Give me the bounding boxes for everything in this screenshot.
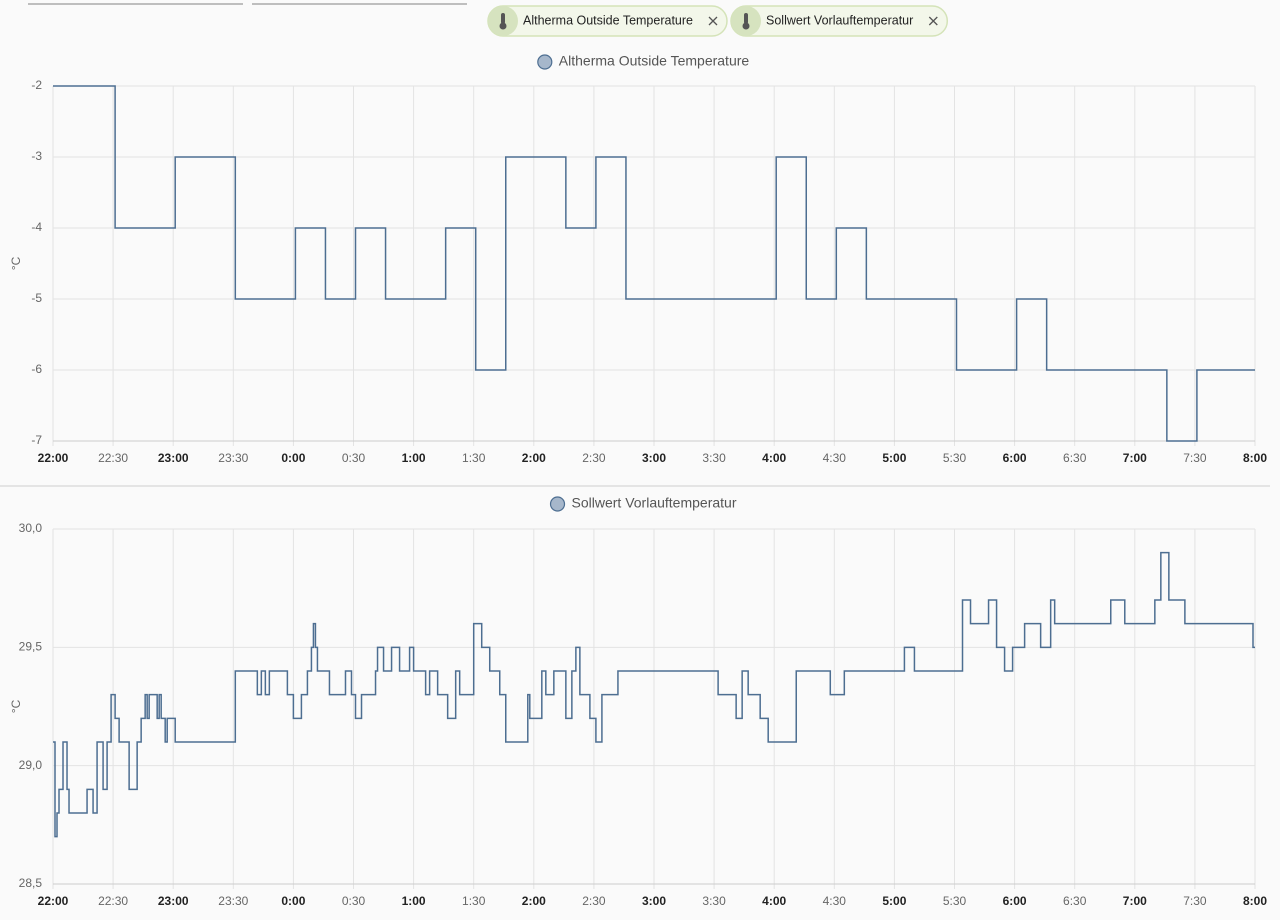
filter-chip[interactable]: Sollwert Vorlauftemperatur — [730, 5, 949, 37]
x-tick-label: 4:00 — [762, 894, 786, 908]
x-tick-label: 7:30 — [1183, 894, 1207, 908]
y-tick-label: -2 — [31, 78, 42, 92]
x-tick-label: 2:00 — [522, 894, 546, 908]
x-tick-label: 3:30 — [702, 894, 726, 908]
x-tick-label: 22:00 — [38, 894, 69, 908]
y-axis-label: °C — [9, 699, 23, 713]
chip-icon — [744, 13, 748, 24]
x-tick-label: 1:00 — [402, 894, 426, 908]
x-tick-label: 23:00 — [158, 451, 189, 465]
x-tick-label: 0:00 — [281, 894, 305, 908]
chip-icon — [742, 22, 750, 30]
y-axis-label: °C — [9, 256, 23, 270]
x-tick-label: 22:30 — [98, 451, 128, 465]
legend-marker[interactable] — [537, 54, 553, 70]
y-tick-label: -7 — [31, 433, 42, 447]
filter-chip[interactable]: Altherma Outside Temperature — [487, 5, 728, 37]
y-tick-label: -4 — [31, 220, 42, 234]
x-tick-label: 7:00 — [1123, 451, 1147, 465]
x-tick-label: 5:00 — [882, 451, 906, 465]
y-tick-label: -3 — [31, 149, 42, 163]
legend-marker[interactable] — [549, 496, 566, 512]
x-tick-label: 23:30 — [218, 451, 248, 465]
y-tick-label: -6 — [31, 362, 42, 376]
chip-remove[interactable] — [928, 16, 938, 26]
y-tick-label: 29,0 — [19, 758, 43, 772]
x-tick-label: 2:30 — [582, 451, 606, 465]
chip-label: Altherma Outside Temperature — [523, 13, 693, 27]
x-tick-label: 5:30 — [943, 451, 967, 465]
x-tick-label: 23:30 — [218, 894, 248, 908]
x-tick-label: 5:00 — [882, 894, 906, 908]
series-line — [53, 551, 1255, 838]
x-tick-label: 7:30 — [1183, 451, 1207, 465]
x-tick-label: 3:00 — [642, 894, 666, 908]
x-tick-label: 22:30 — [98, 894, 128, 908]
x-tick-label: 5:30 — [943, 894, 967, 908]
chip-icon — [501, 13, 505, 24]
x-tick-label: 8:00 — [1243, 894, 1267, 908]
x-tick-label: 2:30 — [582, 894, 606, 908]
y-tick-label: -5 — [31, 291, 42, 305]
x-tick-label: 2:00 — [522, 451, 546, 465]
x-tick-label: 3:00 — [642, 451, 666, 465]
x-tick-label: 23:00 — [158, 894, 189, 908]
x-tick-label: 0:30 — [342, 894, 366, 908]
x-tick-label: 4:00 — [762, 451, 786, 465]
y-tick-label: 30,0 — [19, 521, 43, 535]
x-tick-label: 7:00 — [1123, 894, 1147, 908]
x-tick-label: 1:30 — [462, 451, 486, 465]
chip-remove[interactable] — [708, 16, 718, 26]
x-tick-label: 0:30 — [342, 451, 366, 465]
chip-icon — [499, 22, 507, 30]
x-tick-label: 8:00 — [1243, 451, 1267, 465]
x-tick-label: 4:30 — [823, 451, 847, 465]
x-tick-label: 6:00 — [1003, 894, 1027, 908]
x-tick-label: 3:30 — [702, 451, 726, 465]
y-tick-label: 29,5 — [19, 640, 43, 654]
x-tick-label: 4:30 — [823, 894, 847, 908]
legend-label: Altherma Outside Temperature — [559, 53, 750, 69]
series-line — [53, 85, 1255, 442]
x-tick-label: 1:00 — [402, 451, 426, 465]
y-tick-label: 28,5 — [19, 876, 43, 890]
x-tick-label: 6:30 — [1063, 451, 1087, 465]
x-tick-label: 6:00 — [1003, 451, 1027, 465]
legend-label: Sollwert Vorlauftemperatur — [572, 495, 737, 511]
x-tick-label: 0:00 — [281, 451, 305, 465]
x-tick-label: 6:30 — [1063, 894, 1087, 908]
x-tick-label: 22:00 — [38, 451, 69, 465]
x-tick-label: 1:30 — [462, 894, 486, 908]
chip-label: Sollwert Vorlauftemperatur — [766, 13, 913, 27]
